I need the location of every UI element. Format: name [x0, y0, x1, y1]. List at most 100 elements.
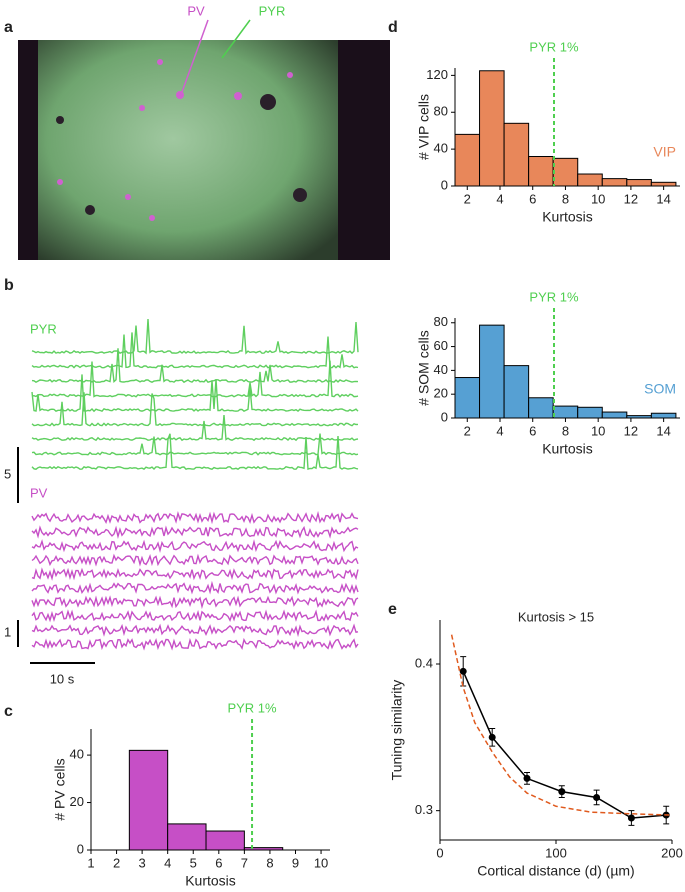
bar — [128, 749, 169, 851]
y-tick-label: 0 — [441, 409, 448, 424]
scale-label: 1 — [4, 624, 11, 639]
panel-label: a — [4, 19, 13, 36]
x-tick-label: 100 — [545, 845, 567, 860]
bar — [552, 157, 579, 187]
y-tick-label: 120 — [426, 67, 448, 82]
point — [558, 788, 566, 796]
annotation: PYR 1% — [529, 39, 579, 54]
y-tick-label: 0.4 — [415, 655, 433, 670]
y-tick-label: 80 — [434, 314, 448, 329]
trace — [31, 525, 359, 540]
x-tick-label: 12 — [624, 191, 638, 206]
pointer — [181, 19, 209, 93]
x-axis-label: Cortical distance (d) (µm) — [477, 863, 634, 879]
x-tick-label: 6 — [529, 191, 536, 206]
x-tick-label: 6 — [215, 855, 222, 870]
x-tick-label: 10 — [591, 191, 605, 206]
bar — [454, 133, 481, 187]
panel-label: d — [388, 19, 398, 36]
bar — [601, 178, 628, 187]
trace — [31, 510, 359, 525]
y-tick-label: 40 — [434, 362, 448, 377]
bar — [479, 324, 505, 419]
x-tick-label: 14 — [656, 191, 670, 206]
bar — [552, 405, 579, 419]
y-tick-label: 0 — [77, 841, 84, 856]
trace — [31, 553, 359, 567]
vessels — [56, 94, 307, 215]
x-tick-label: 8 — [266, 855, 273, 870]
x-axis-label: Kurtosis — [542, 209, 593, 225]
trace-label: PYR — [30, 321, 57, 336]
trace — [31, 623, 359, 638]
bar — [205, 830, 245, 851]
y-tick-label: 40 — [434, 141, 448, 156]
bar — [601, 411, 628, 419]
trace — [31, 567, 359, 581]
bar — [479, 70, 505, 187]
trace — [31, 348, 359, 384]
data-line — [462, 671, 667, 819]
trace — [31, 360, 359, 398]
point — [459, 667, 467, 675]
y-tick-label: 0 — [441, 177, 448, 192]
trace — [31, 392, 359, 427]
bar — [167, 823, 207, 851]
x-tick-label: 4 — [496, 191, 503, 206]
y-tick-label: 80 — [434, 104, 448, 119]
fit-line — [450, 634, 673, 816]
pv-cells — [57, 59, 293, 221]
image-label: PV — [187, 3, 205, 18]
scale-label: 10 s — [50, 671, 75, 686]
x-tick-label: 7 — [241, 855, 248, 870]
trace — [31, 609, 359, 623]
trace — [31, 319, 359, 355]
x-tick-label: 3 — [139, 855, 146, 870]
trace — [31, 539, 359, 553]
point — [488, 733, 496, 741]
point — [593, 793, 601, 801]
x-tick-label: 5 — [190, 855, 197, 870]
trace — [31, 595, 359, 610]
y-axis-label: # VIP cells — [416, 94, 432, 160]
annotation: PYR 1% — [227, 700, 277, 715]
y-tick-label: 20 — [70, 794, 84, 809]
y-tick-label: 40 — [70, 747, 84, 762]
trace — [31, 433, 359, 471]
trace — [31, 637, 359, 651]
x-tick-label: 4 — [164, 855, 171, 870]
bar — [243, 847, 284, 851]
y-tick-label: 20 — [434, 386, 448, 401]
x-tick-label: 12 — [624, 423, 638, 438]
x-tick-label: 10 — [591, 423, 605, 438]
trace — [31, 580, 359, 595]
bar — [503, 122, 530, 187]
panel-label: b — [4, 277, 14, 294]
annotation: PYR 1% — [529, 289, 579, 304]
bar — [577, 173, 603, 187]
series-label: SOM — [644, 381, 676, 397]
bar — [626, 179, 652, 187]
point — [523, 774, 531, 782]
microscope-image — [38, 40, 338, 260]
y-axis-label: # PV cells — [52, 758, 68, 820]
bar — [626, 415, 652, 419]
y-tick-label: 0.3 — [415, 802, 433, 817]
x-axis-label: Kurtosis — [185, 873, 236, 889]
y-axis-label: Tuning similarity — [389, 680, 405, 781]
x-tick-label: 14 — [656, 423, 670, 438]
bar — [650, 412, 677, 419]
pointer — [221, 19, 251, 59]
y-axis-label: # SOM cells — [416, 330, 432, 405]
x-tick-label: 10 — [314, 855, 328, 870]
x-tick-label: 2 — [464, 423, 471, 438]
x-tick-label: 6 — [529, 423, 536, 438]
x-tick-label: 8 — [562, 423, 569, 438]
x-tick-label: 2 — [464, 191, 471, 206]
x-tick-label: 2 — [113, 855, 120, 870]
series-label: VIP — [653, 144, 676, 160]
bar — [528, 397, 554, 419]
x-tick-label: 200 — [661, 845, 683, 860]
bar — [503, 365, 530, 419]
